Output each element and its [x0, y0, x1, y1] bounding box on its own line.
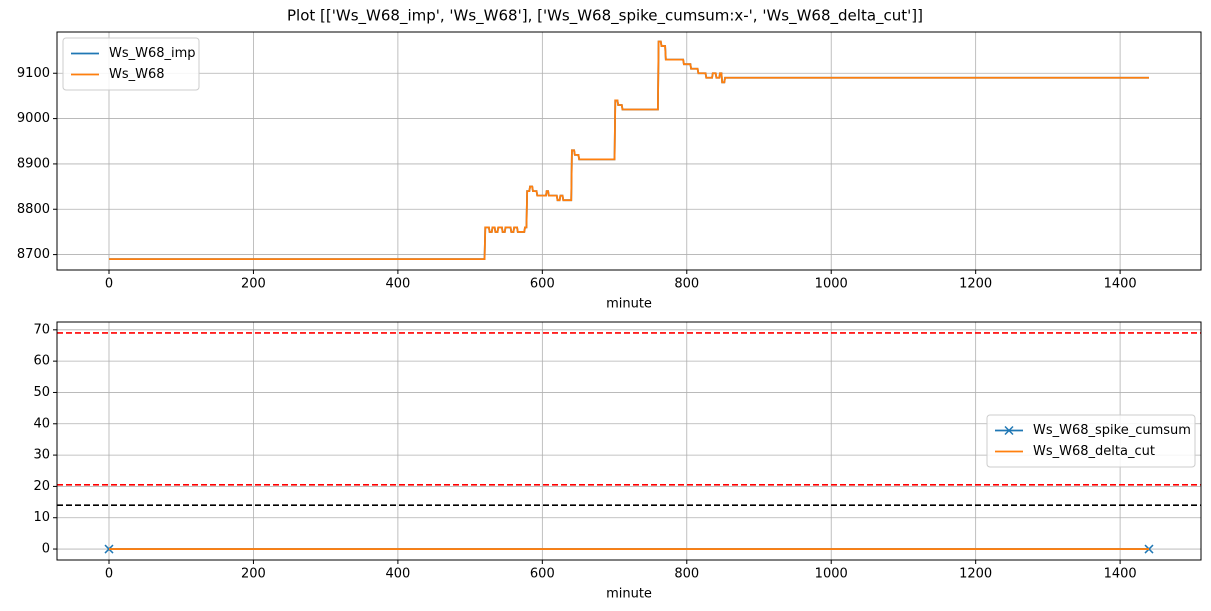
y-tick-label: 0	[42, 542, 50, 557]
x-tick-label: 1000	[815, 567, 848, 582]
x-tick-label: 1000	[815, 277, 848, 292]
x-tick-label: 400	[385, 567, 410, 582]
x-tick-label: 0	[105, 277, 113, 292]
x-tick-label: 600	[530, 567, 555, 582]
y-tick-label: 8800	[17, 202, 50, 217]
y-tick-label: 70	[33, 322, 50, 337]
y-tick-label: 9000	[17, 111, 50, 126]
x-tick-label: 0	[105, 567, 113, 582]
legend-box	[62, 37, 200, 91]
x-axis-label: minute	[606, 587, 652, 602]
legend-label: Ws_W68_imp	[109, 46, 196, 61]
x-tick-label: 400	[385, 277, 410, 292]
y-tick-label: 60	[33, 354, 50, 369]
legend-label: Ws_W68_delta_cut	[1033, 444, 1155, 459]
x-tick-label: 1400	[1104, 567, 1137, 582]
y-tick-label: 40	[33, 416, 50, 431]
figure-title: Plot [['Ws_W68_imp', 'Ws_W68'], ['Ws_W68…	[287, 7, 923, 26]
y-tick-label: 9100	[17, 66, 50, 81]
y-tick-label: 20	[33, 479, 50, 494]
series-line	[109, 40, 1149, 261]
x-axis-label: minute	[606, 297, 652, 312]
legend-marker	[1004, 425, 1014, 436]
y-tick-label: 8700	[17, 247, 50, 262]
legend-label: Ws_W68	[109, 67, 165, 82]
legend-label: Ws_W68_spike_cumsum	[1033, 423, 1191, 438]
x-tick-label: 1400	[1104, 277, 1137, 292]
x-tick-label: 1200	[959, 277, 992, 292]
plot-frame	[56, 31, 1202, 271]
y-tick-label: 50	[33, 385, 50, 400]
y-tick-label: 10	[33, 510, 50, 525]
x-tick-label: 200	[241, 277, 266, 292]
x-tick-label: 800	[674, 567, 699, 582]
y-tick-label: 30	[33, 448, 50, 463]
x-tick-label: 1200	[959, 567, 992, 582]
legend-box	[986, 414, 1196, 468]
x-tick-label: 200	[241, 567, 266, 582]
plot-frame	[56, 321, 1202, 561]
x-tick-label: 800	[674, 277, 699, 292]
x-tick-label: 600	[530, 277, 555, 292]
y-tick-label: 8900	[17, 156, 50, 171]
